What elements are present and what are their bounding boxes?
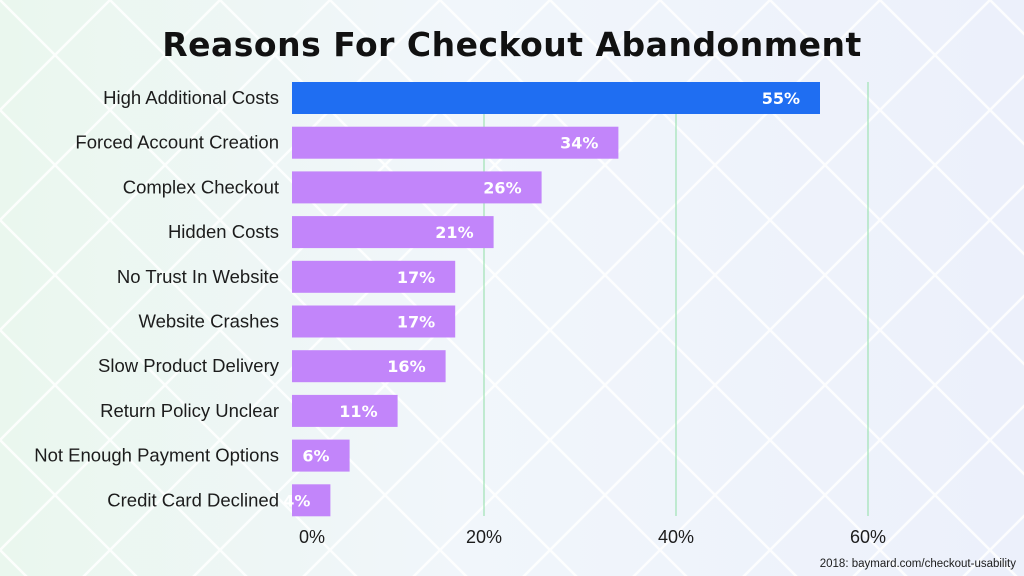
x-tick-label: 60%	[850, 527, 886, 547]
bar	[292, 484, 331, 517]
data-label: 4%	[283, 491, 310, 510]
chart-title: Reasons For Checkout Abandonment	[162, 25, 862, 64]
x-tick-label: 20%	[466, 527, 502, 547]
category-label: Return Policy Unclear	[100, 400, 279, 421]
category-label: High Additional Costs	[103, 87, 279, 108]
bar	[292, 394, 398, 427]
value-labels: 55% 34% 26% 21% 17% 17% 16% 11% 6% 4%	[283, 89, 800, 510]
category-label: Not Enough Payment Options	[34, 445, 279, 466]
data-label: 6%	[302, 447, 329, 466]
category-label: Website Crashes	[138, 311, 279, 332]
bar	[292, 216, 494, 249]
category-label: Credit Card Declined	[107, 489, 279, 510]
x-axis-tick-labels: 0% 20% 40% 60%	[299, 527, 886, 547]
data-label: 21%	[435, 223, 473, 242]
category-label: Complex Checkout	[123, 176, 279, 197]
data-label: 16%	[387, 357, 425, 376]
data-label: 11%	[339, 402, 377, 421]
category-label: Slow Product Delivery	[98, 355, 280, 376]
bar	[292, 305, 456, 338]
source-note: 2018: baymard.com/checkout-usability	[819, 558, 1016, 570]
bar	[292, 171, 542, 204]
bars	[292, 82, 820, 517]
category-label: No Trust In Website	[117, 266, 279, 287]
data-label: 34%	[560, 134, 598, 153]
bar	[292, 350, 446, 383]
data-label: 55%	[762, 89, 800, 108]
data-label: 17%	[397, 313, 435, 332]
data-label: 17%	[397, 268, 435, 287]
x-tick-label: 40%	[658, 527, 694, 547]
data-label: 26%	[483, 178, 521, 197]
category-labels: High Additional Costs Forced Account Crea…	[34, 87, 280, 510]
bar	[292, 260, 456, 293]
category-label: Forced Account Creation	[75, 132, 279, 153]
x-tick-label: 0%	[299, 527, 325, 547]
bar	[292, 439, 350, 472]
bar	[292, 126, 619, 159]
bar	[292, 82, 820, 114]
category-label: Hidden Costs	[168, 221, 279, 242]
